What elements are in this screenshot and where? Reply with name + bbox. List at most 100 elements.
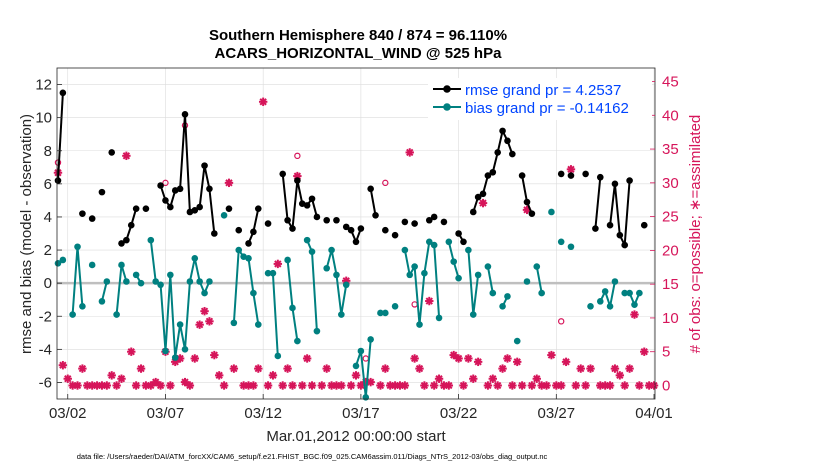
assimilated-obs-marker — [136, 364, 146, 373]
assimilated-obs-marker — [420, 381, 429, 390]
bias-line-segment — [100, 281, 108, 302]
assimilated-obs-marker — [620, 381, 629, 390]
rmse-point — [391, 231, 399, 239]
assimilated-obs-marker — [254, 364, 263, 373]
assimilated-obs-marker — [102, 381, 112, 390]
rmse-point — [372, 211, 379, 219]
assimilated-obs-marker — [464, 354, 473, 363]
assimilated-obs-marker — [205, 317, 214, 326]
bias-point — [450, 258, 458, 265]
assimilated-obs-marker — [532, 374, 541, 383]
rmse-point — [367, 185, 374, 193]
rmse-series — [54, 79, 648, 249]
bias-point — [54, 259, 62, 267]
x-tick-label: 03/12 — [244, 405, 282, 422]
assimilated-obs-marker — [566, 165, 576, 174]
assimilated-obs-marker — [483, 381, 493, 390]
assimilated-obs-marker — [229, 364, 239, 373]
rmse-point — [157, 182, 164, 189]
bias-point — [181, 346, 189, 353]
y-tick-label-right: 35 — [662, 141, 679, 158]
bias-point — [201, 289, 208, 297]
y-tick-label-left: 4 — [44, 209, 52, 226]
bias-point — [357, 347, 365, 355]
bias-point — [186, 278, 194, 285]
bias-point — [230, 319, 238, 327]
rmse-point — [142, 205, 150, 212]
bias-point — [484, 263, 492, 270]
rmse-point — [201, 162, 208, 169]
rmse-point — [504, 137, 511, 145]
bias-point — [611, 278, 619, 285]
bias-point — [421, 269, 428, 277]
rmse-point — [108, 149, 116, 156]
bias-point — [533, 263, 541, 270]
assimilated-obs-marker — [273, 259, 283, 269]
y-tick-label-right: 40 — [662, 107, 679, 124]
assimilated-obs-marker — [156, 381, 165, 390]
rmse-point — [181, 111, 189, 118]
rmse-point — [279, 170, 287, 178]
rmse-point — [430, 213, 438, 221]
assimilated-obs-marker — [268, 371, 278, 380]
assimilated-obs-marker — [322, 364, 331, 373]
y-tick-label-right: 10 — [662, 310, 679, 327]
bias-point — [499, 303, 506, 310]
assimilated-obs-marker — [78, 364, 87, 373]
bias-point — [587, 303, 594, 310]
assimilated-obs-marker — [346, 381, 356, 390]
bias-point — [323, 264, 330, 272]
plot-frame — [56, 67, 656, 400]
assimilated-obs-marker — [498, 364, 507, 373]
bias-point — [162, 347, 169, 355]
bias-point — [123, 278, 130, 285]
assimilated-obs-marker — [581, 381, 590, 390]
bias-line-segment — [486, 266, 494, 294]
y-tick-label-right: 20 — [662, 242, 679, 259]
x-axis-label: Mar.01,2012 00:00:00 start — [266, 428, 446, 445]
x-tick-label: 03/07 — [147, 405, 185, 422]
assimilated-obs-marker — [190, 354, 199, 363]
assimilated-obs-marker — [127, 347, 136, 356]
y-tick-label-right: 0 — [662, 377, 670, 394]
rmse-point — [382, 226, 389, 234]
assimilated-obs-marker — [405, 148, 414, 157]
bias-point — [377, 309, 384, 317]
bias-point — [313, 327, 321, 335]
y-tick-label-left: 6 — [44, 176, 52, 193]
rmse-point — [494, 149, 501, 156]
y-tick-label-left: 2 — [44, 242, 52, 259]
assimilated-obs-marker — [263, 381, 273, 390]
assimilated-obs-marker — [381, 364, 390, 373]
bias-point — [328, 246, 335, 254]
bias-point — [245, 255, 252, 262]
bias-point — [147, 236, 155, 244]
rmse-point — [626, 177, 633, 184]
rmse-point — [342, 223, 350, 231]
assimilated-obs-marker — [298, 381, 307, 390]
y-axis-left: -6 -4 -2 0 2 4 6 8 10 12 — [35, 77, 62, 391]
assimilated-obs-marker — [400, 381, 410, 390]
rmse-point — [484, 172, 492, 179]
rmse-point — [469, 208, 477, 216]
x-tick-label: 03/27 — [538, 405, 576, 422]
assimilated-obs-marker — [429, 381, 439, 390]
bias-point — [445, 238, 453, 246]
y-tick-label-left: 8 — [44, 143, 52, 160]
bias-point — [338, 311, 345, 318]
bias-point — [352, 362, 360, 370]
rmse-point — [167, 203, 174, 211]
rmse-point — [313, 213, 321, 221]
rmse-point — [528, 210, 536, 217]
y-tick-label-left: -6 — [39, 374, 52, 391]
bias-point — [132, 271, 140, 279]
rmse-point — [596, 173, 604, 181]
assimilated-obs-marker — [166, 381, 175, 390]
assimilated-obs-marker — [469, 374, 478, 383]
assimilated-obs-marker — [302, 354, 312, 363]
assimilated-obs-marker — [542, 381, 551, 390]
legend-marker-bias — [443, 103, 451, 111]
bias-line-segment — [355, 339, 372, 398]
bias-point — [601, 288, 609, 295]
bias-point — [269, 269, 277, 277]
